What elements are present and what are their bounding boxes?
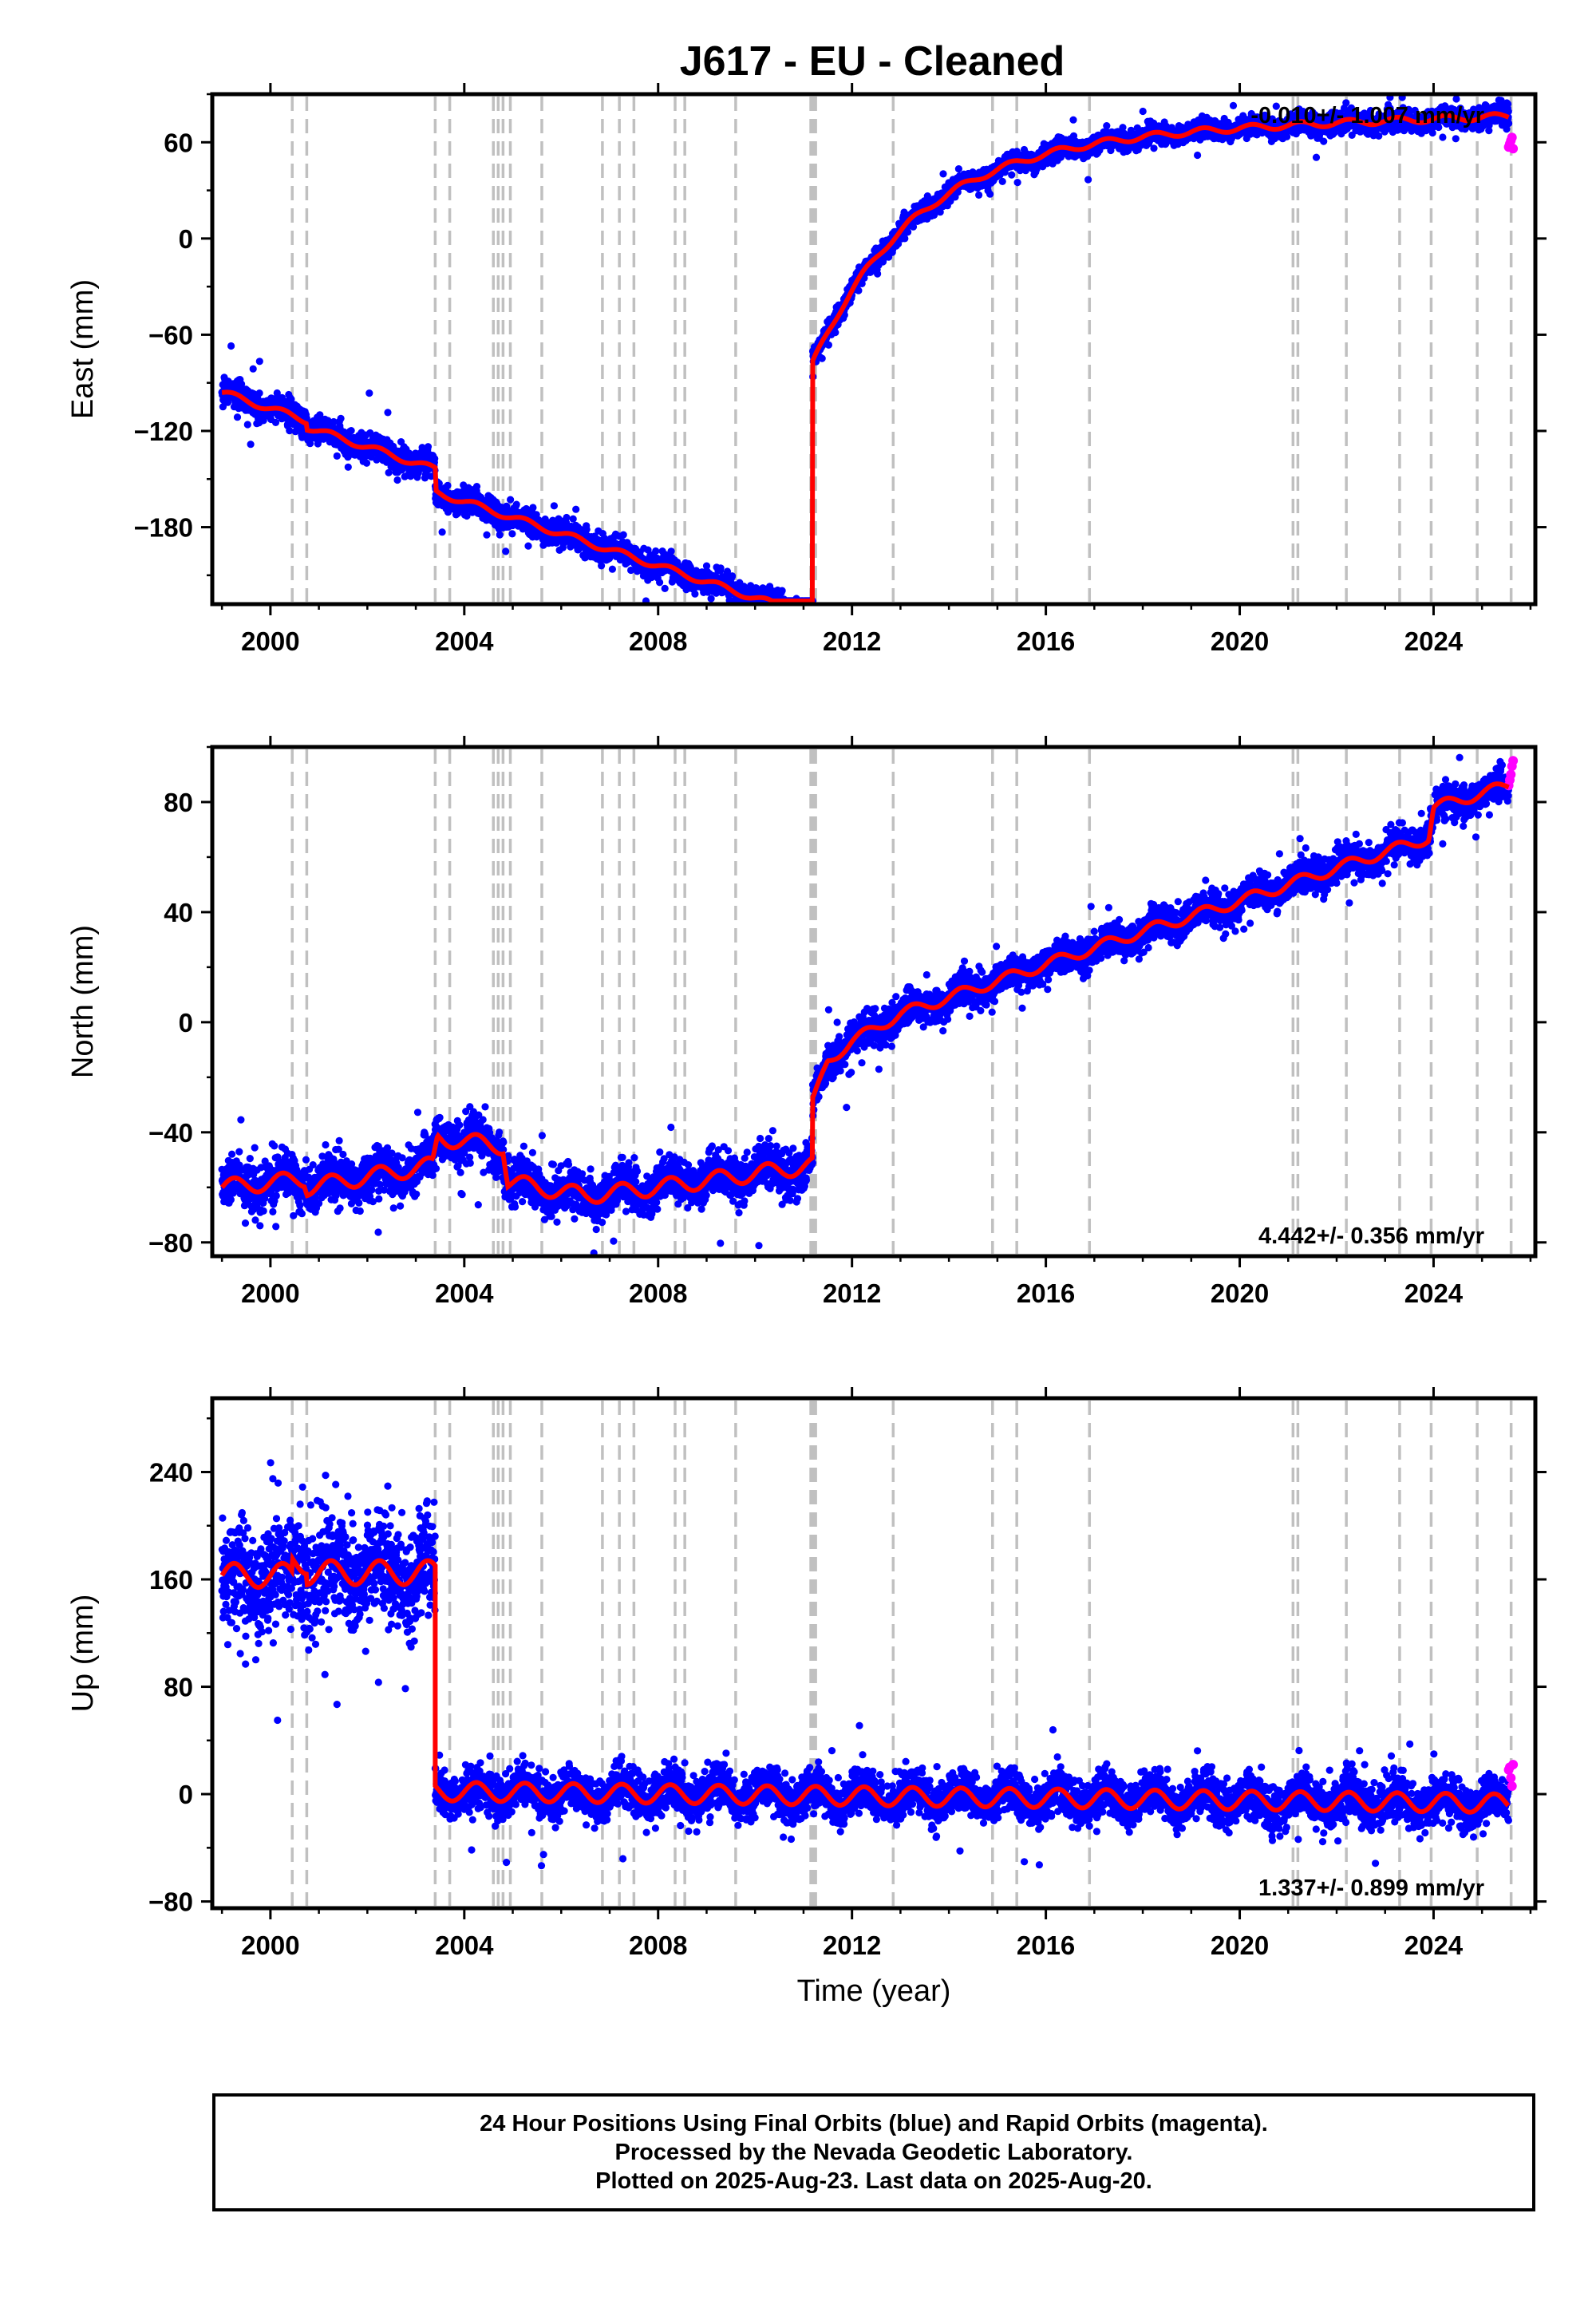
data-point — [393, 476, 401, 484]
data-point — [583, 525, 591, 534]
data-points-final — [218, 93, 1513, 605]
data-point — [729, 572, 737, 580]
data-point — [563, 513, 571, 522]
data-point — [424, 443, 433, 451]
data-point — [227, 342, 235, 350]
data-point — [569, 515, 577, 523]
data-point — [287, 395, 295, 403]
data-point — [691, 590, 699, 598]
data-point — [901, 235, 909, 243]
data-point — [472, 483, 481, 491]
data-point — [667, 547, 675, 555]
figure-title: J617 - EU - Cleaned — [680, 38, 1065, 85]
data-point — [384, 409, 392, 417]
data-point — [652, 547, 660, 555]
data-point — [219, 403, 227, 411]
data-point — [243, 421, 251, 429]
data-point — [661, 584, 669, 593]
data-point — [507, 496, 515, 504]
data-point — [529, 504, 537, 512]
data-point — [512, 500, 520, 508]
data-point — [1119, 124, 1127, 132]
data-point — [1139, 107, 1147, 116]
data-point — [333, 452, 341, 460]
data-point — [1013, 179, 1021, 187]
data-point — [975, 191, 983, 199]
data-point — [233, 413, 242, 421]
data-point — [508, 530, 516, 538]
data-point — [385, 468, 393, 476]
data-point — [656, 579, 664, 587]
data-point — [438, 528, 446, 536]
data-point — [347, 427, 355, 435]
data-point — [431, 455, 439, 463]
data-point — [365, 389, 373, 397]
data-point — [271, 418, 280, 427]
data-point — [502, 547, 510, 555]
data-point — [337, 414, 345, 423]
data-point — [362, 459, 371, 467]
data-point — [818, 354, 826, 362]
data-point — [330, 417, 338, 426]
data-point — [496, 531, 504, 539]
data-point — [255, 358, 263, 366]
data-point — [286, 427, 294, 435]
data-point — [1008, 171, 1016, 179]
data-point — [707, 595, 715, 603]
data-point — [1194, 151, 1202, 160]
data-point — [255, 389, 263, 397]
event-lines — [290, 97, 1513, 602]
data-point — [1150, 144, 1158, 152]
data-point — [427, 472, 436, 480]
data-point — [778, 587, 786, 595]
data-point — [832, 329, 839, 337]
data-point — [939, 170, 947, 178]
data-point — [572, 505, 580, 513]
panel-east: 2000 2004 2008 2012 2016 2020 2024600−60−120−1… — [66, 83, 1547, 656]
data-point — [1084, 176, 1092, 184]
data-point — [344, 463, 352, 471]
data-point — [1103, 122, 1111, 130]
data-point — [1069, 116, 1077, 124]
data-point — [550, 502, 559, 510]
data-point — [717, 564, 725, 572]
data-point — [1229, 101, 1238, 109]
data-point — [608, 565, 617, 573]
data-point — [247, 441, 255, 449]
data-point — [298, 433, 306, 441]
data-point — [874, 270, 882, 278]
data-point — [855, 287, 863, 294]
data-point — [483, 531, 491, 539]
data-point — [238, 380, 246, 388]
data-point — [954, 165, 962, 173]
data-point — [598, 562, 606, 570]
data-point — [998, 177, 1006, 185]
data-point — [619, 531, 627, 539]
data-point — [444, 481, 452, 490]
data-point — [249, 365, 257, 373]
data-point — [986, 190, 994, 198]
data-point — [524, 542, 532, 550]
data-point — [824, 341, 832, 349]
